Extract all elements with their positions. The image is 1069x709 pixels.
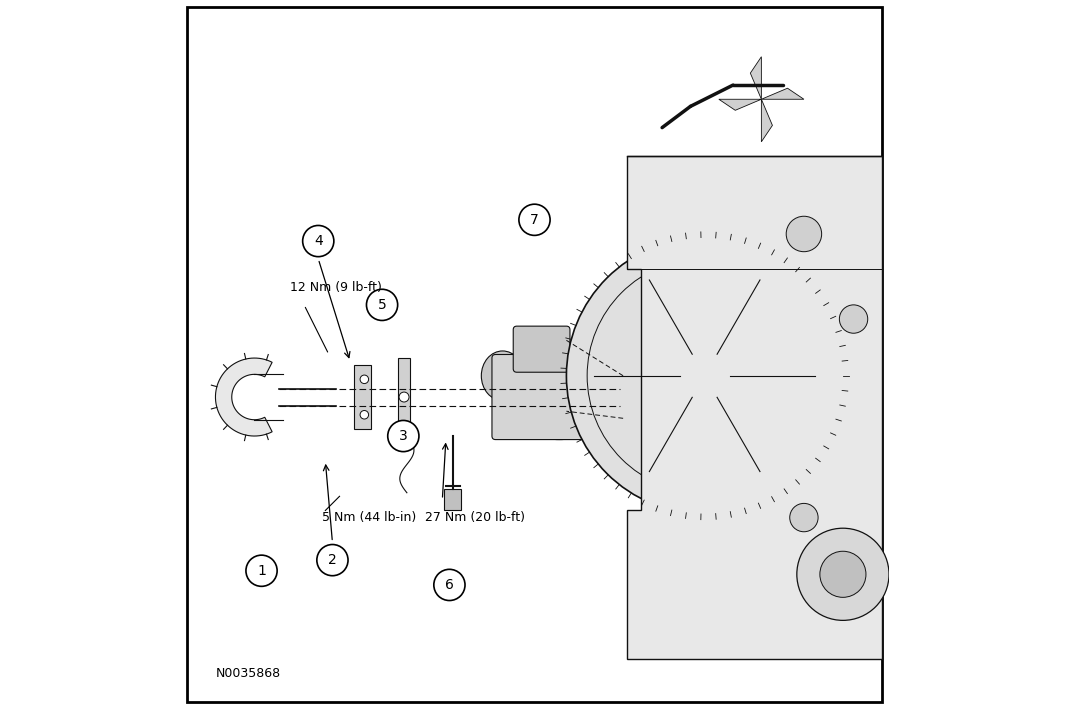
Circle shape (786, 216, 822, 252)
Text: 3: 3 (399, 429, 407, 443)
Text: 5 Nm (44 lb-in): 5 Nm (44 lb-in) (322, 511, 416, 524)
Bar (594, 347, 623, 447)
Circle shape (820, 552, 866, 597)
Text: 27 Nm (20 lb-ft): 27 Nm (20 lb-ft) (424, 511, 525, 524)
Polygon shape (761, 99, 773, 142)
Circle shape (796, 528, 889, 620)
Ellipse shape (481, 351, 524, 401)
Text: 6: 6 (445, 578, 454, 592)
Polygon shape (718, 99, 761, 111)
Circle shape (602, 362, 616, 376)
Text: 1: 1 (258, 564, 266, 578)
Circle shape (360, 411, 369, 419)
Bar (354, 365, 371, 429)
Polygon shape (626, 156, 882, 659)
Circle shape (839, 305, 868, 333)
Circle shape (367, 289, 398, 320)
Circle shape (567, 238, 843, 514)
Bar (398, 358, 410, 436)
Circle shape (790, 503, 818, 532)
Text: 7: 7 (530, 213, 539, 227)
Text: N0035868: N0035868 (216, 667, 280, 680)
Circle shape (316, 545, 348, 576)
Circle shape (684, 355, 726, 396)
Circle shape (246, 555, 277, 586)
Ellipse shape (502, 354, 616, 440)
Text: 2: 2 (328, 553, 337, 567)
Polygon shape (216, 358, 273, 436)
Text: 12 Nm (9 lb-ft): 12 Nm (9 lb-ft) (290, 281, 382, 294)
Circle shape (518, 204, 551, 235)
Circle shape (303, 225, 334, 257)
FancyBboxPatch shape (492, 354, 626, 440)
Polygon shape (750, 57, 761, 99)
Circle shape (399, 392, 409, 402)
Text: 4: 4 (314, 234, 323, 248)
Circle shape (388, 420, 419, 452)
FancyBboxPatch shape (513, 326, 570, 372)
Ellipse shape (605, 354, 626, 440)
Circle shape (434, 569, 465, 601)
Polygon shape (761, 88, 804, 99)
Bar (445, 489, 462, 510)
Circle shape (360, 375, 369, 384)
Text: 5: 5 (377, 298, 386, 312)
Circle shape (602, 418, 616, 432)
